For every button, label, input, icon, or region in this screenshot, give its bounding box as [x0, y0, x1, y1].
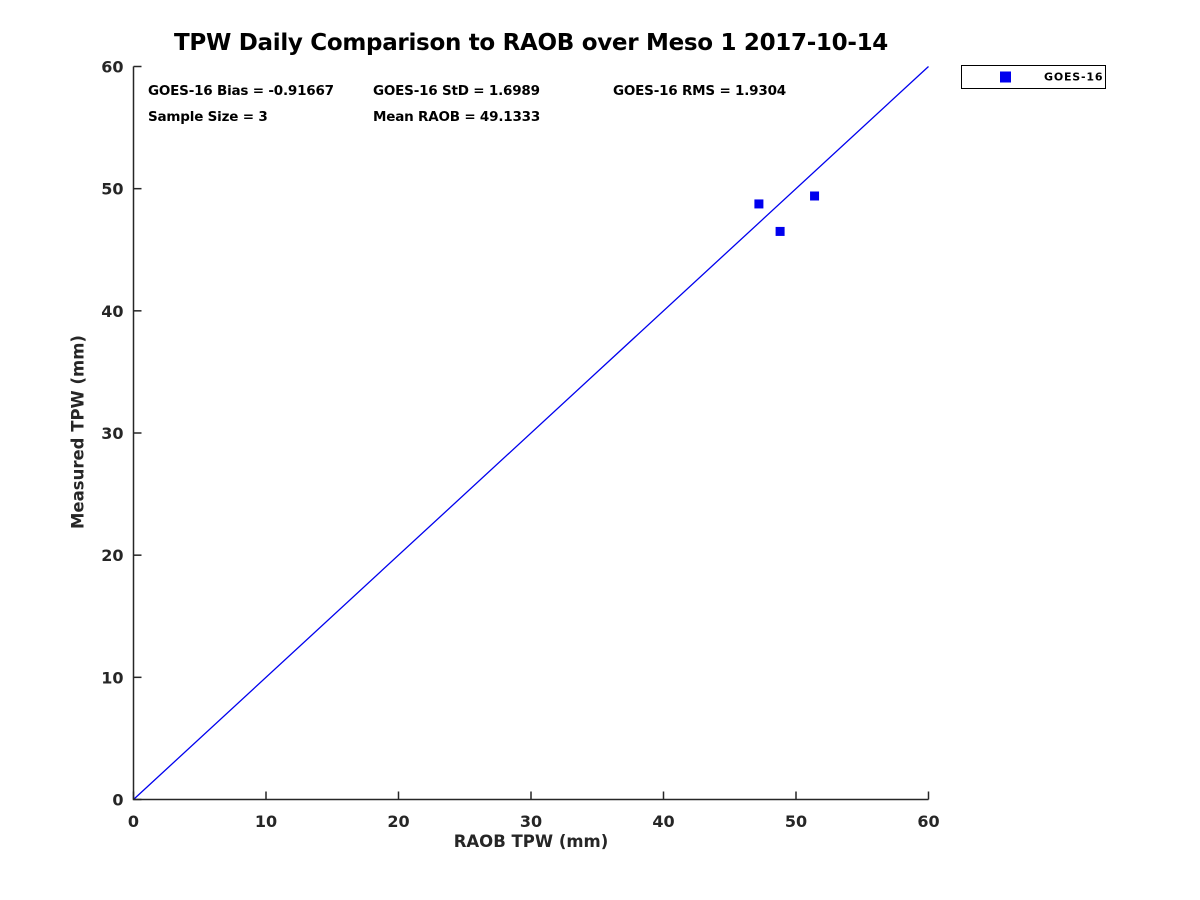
stat-sample-size: Sample Size = 3 — [148, 109, 268, 125]
legend-marker-square-icon — [1000, 71, 1011, 83]
x-tick-label: 20 — [387, 812, 409, 831]
stat-rms: GOES-16 RMS = 1.9304 — [613, 83, 786, 99]
scatter-point — [775, 226, 785, 236]
y-tick-label: 0 — [112, 791, 123, 810]
x-tick-label: 30 — [520, 812, 542, 831]
legend-label: GOES-16 — [1044, 70, 1104, 84]
stat-mean-raob: Mean RAOB = 49.1333 — [373, 109, 541, 125]
one-to-one-line — [133, 66, 929, 800]
stat-bias: GOES-16 Bias = -0.91667 — [148, 83, 334, 99]
y-tick-label: 60 — [101, 58, 123, 77]
y-tick-label: 50 — [101, 180, 123, 199]
x-tick-label: 60 — [917, 812, 939, 831]
x-tick-label: 50 — [785, 812, 807, 831]
scatter-point — [754, 199, 764, 209]
x-tick-label: 0 — [128, 812, 139, 831]
y-tick-label: 30 — [101, 424, 123, 443]
x-tick-label: 10 — [255, 812, 277, 831]
y-tick-label: 40 — [101, 302, 123, 321]
chart-title: TPW Daily Comparison to RAOB over Meso 1… — [174, 30, 888, 56]
y-tick-label: 20 — [101, 546, 123, 565]
y-axis-label: Measured TPW (mm) — [68, 335, 88, 529]
x-tick-label: 40 — [652, 812, 674, 831]
y-tick-label: 10 — [101, 668, 123, 687]
scatter-point — [810, 191, 820, 201]
legend: GOES-16 — [961, 65, 1106, 89]
stat-std: GOES-16 StD = 1.6989 — [373, 83, 540, 99]
x-axis-label: RAOB TPW (mm) — [453, 832, 609, 851]
